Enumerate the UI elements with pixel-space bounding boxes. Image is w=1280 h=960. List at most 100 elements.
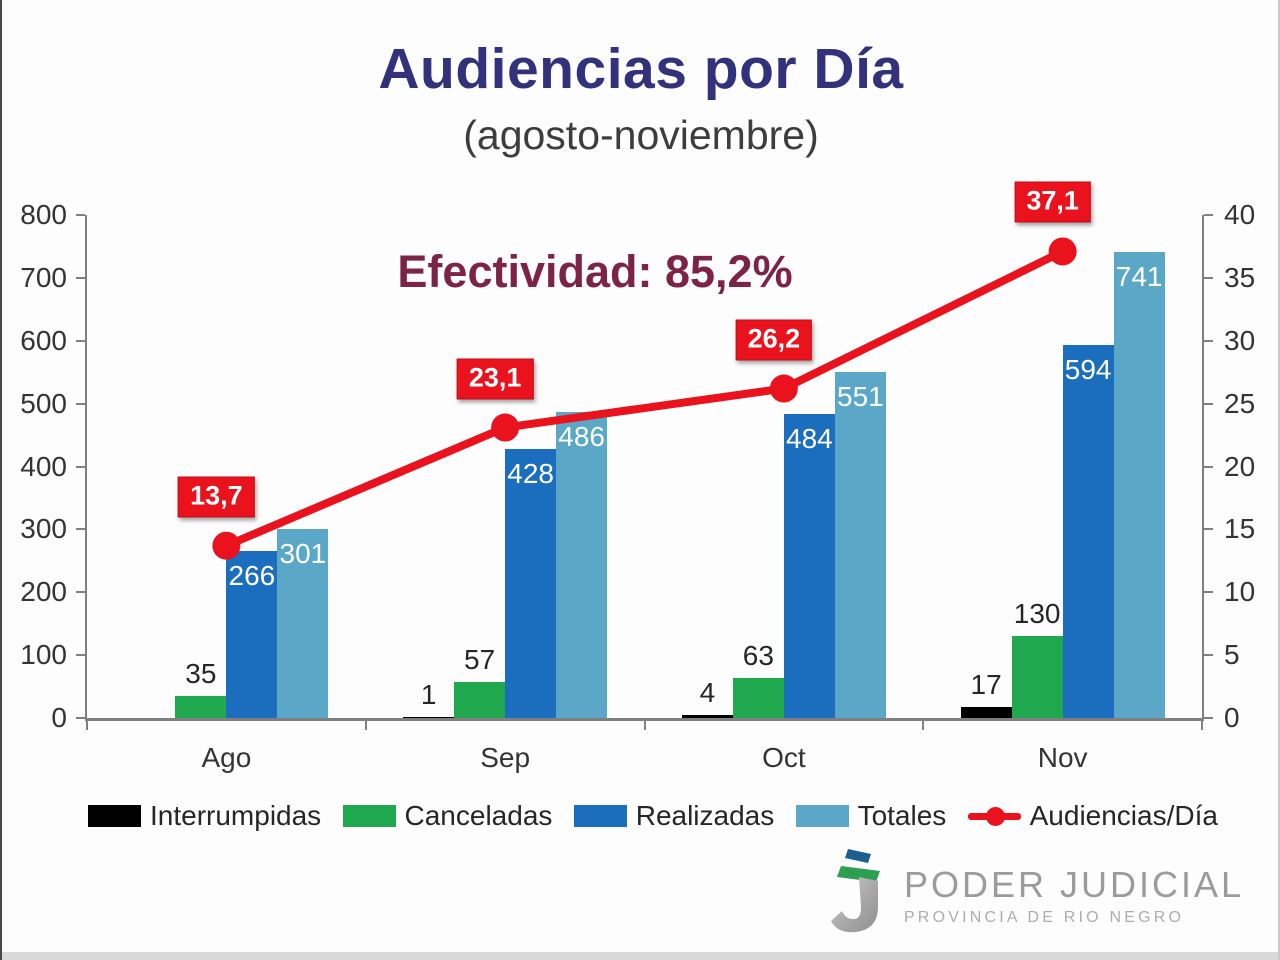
left-axis-tick-label: 600: [20, 324, 67, 356]
chart-subtitle: (agosto-noviembre): [463, 112, 819, 158]
bar-realizadas-ago: [226, 551, 278, 718]
bar-value-label: 486: [558, 421, 605, 452]
left-axis-tick-label: 700: [20, 261, 67, 293]
bottom-edge-strip: [2, 952, 1280, 960]
line-value-label: 26,2: [735, 319, 813, 361]
logo-title: PODER JUDICIAL: [903, 864, 1244, 905]
legend-label: Realizadas: [635, 800, 775, 831]
effectiveness-annotation: Efectividad: 85,2%: [397, 246, 793, 297]
x-axis-tick: [1201, 721, 1203, 730]
left-axis-tick: [76, 214, 85, 216]
legend-line-dot: [985, 807, 1005, 826]
bar-interrumpidas-sep: [403, 717, 455, 718]
line-path: [224, 247, 1065, 550]
left-axis-tick: [76, 402, 85, 405]
left-axis-line: [85, 215, 87, 718]
right-axis-tick: [1204, 717, 1213, 719]
bar-totales-nov: [1113, 252, 1165, 718]
bar-value-label: 301: [279, 538, 327, 569]
audiencias-dia-line-swatch: [967, 805, 1021, 827]
x-axis-category-label: Nov: [1037, 742, 1088, 773]
legend: Interrumpidas Canceladas Realizadas Tota…: [88, 800, 1218, 832]
bar-value-label: 594: [1064, 354, 1112, 385]
bar-value-label: 551: [837, 381, 884, 412]
left-axis-tick: [76, 465, 85, 468]
legend-item-realizadas: Realizadas: [573, 800, 775, 832]
logo-green-stripe: [836, 866, 880, 882]
bar-realizadas-oct: [783, 414, 835, 718]
left-axis-tick: [76, 654, 85, 657]
bar-value-label: 130: [1013, 598, 1061, 629]
legend-item-audiencias-dia: Audiencias/Día: [967, 800, 1218, 832]
left-axis-tick-label: 400: [20, 450, 67, 482]
bar-interrumpidas-nov: [960, 707, 1012, 718]
right-axis-tick-label: 15: [1224, 513, 1256, 545]
right-axis-tick: [1204, 654, 1213, 657]
bar-canceladas-ago: [175, 696, 227, 718]
line-marker: [212, 531, 241, 560]
right-axis-tick-label: 5: [1224, 639, 1240, 671]
bar-value-label: 266: [228, 560, 276, 591]
x-axis-line: [85, 718, 1204, 721]
right-axis-tick: [1204, 528, 1213, 531]
left-axis-tick: [76, 339, 85, 342]
line-marker: [491, 413, 520, 442]
logo-text: PODER JUDICIAL PROVINCIA DE RIO NEGRO: [904, 864, 1244, 927]
left-axis-tick: [76, 528, 85, 531]
left-axis-tick: [76, 276, 85, 279]
right-axis-tick-label: 35: [1224, 261, 1256, 293]
x-axis-category-label: Oct: [762, 742, 806, 773]
left-axis-tick-label: 300: [20, 513, 67, 545]
right-axis-tick: [1204, 402, 1213, 405]
poder-judicial-logo-mark: [830, 849, 880, 933]
x-axis-category-label: Ago: [201, 742, 252, 773]
line-marker: [769, 374, 798, 403]
bar-canceladas-nov: [1011, 636, 1063, 718]
legend-item-interrumpidas: Interrumpidas: [88, 800, 321, 832]
x-axis-tick: [643, 721, 646, 730]
right-axis-line: [1202, 215, 1204, 718]
line-value-label: 23,1: [456, 358, 534, 400]
chart-title: Audiencias por Día: [378, 37, 904, 101]
bar-value-label: 57: [464, 644, 496, 675]
bar-value-label: 484: [786, 423, 833, 454]
left-axis-tick-label: 800: [20, 199, 67, 230]
bar-value-label: 17: [970, 669, 1002, 700]
right-edge-strip: [1278, 0, 1280, 960]
legend-item-canceladas: Canceladas: [342, 800, 553, 832]
left-axis-tick: [76, 717, 85, 719]
bar-value-label: 741: [1115, 261, 1163, 292]
line-marker: [1048, 237, 1077, 266]
bar-totales-ago: [277, 529, 329, 718]
x-axis-category-label: Sep: [480, 742, 531, 773]
bar-value-label: 428: [507, 458, 554, 489]
logo-blue-flag: [844, 849, 871, 863]
canceladas-swatch: [342, 805, 396, 827]
legend-label: Interrumpidas: [150, 800, 322, 831]
right-axis-tick: [1204, 339, 1213, 342]
right-axis-tick-label: 30: [1224, 324, 1256, 356]
left-axis-tick-label: 100: [20, 639, 67, 671]
poder-judicial-logo: PODER JUDICIAL PROVINCIA DE RIO NEGRO: [828, 848, 1244, 934]
legend-label: Totales: [857, 800, 947, 831]
bar-value-label: 63: [742, 640, 774, 671]
bar-canceladas-oct: [732, 678, 784, 718]
bar-realizadas-sep: [505, 449, 557, 718]
audiencias-dia-line: [212, 237, 1077, 560]
bar-interrumpidas-oct: [681, 715, 733, 718]
legend-label: Audiencias/Día: [1029, 800, 1218, 831]
line-value-label: 37,1: [1014, 181, 1091, 223]
right-axis-tick: [1204, 591, 1213, 594]
left-axis-tick-label: 0: [51, 702, 67, 733]
legend-label: Canceladas: [404, 800, 553, 831]
legend-item-totales: Totales: [795, 800, 947, 832]
bar-canceladas-sep: [454, 682, 506, 718]
x-axis-tick: [364, 721, 367, 730]
x-axis-tick: [86, 721, 88, 730]
bar-totales-oct: [834, 372, 886, 718]
realizadas-swatch: [573, 805, 627, 827]
right-axis-tick-label: 25: [1224, 387, 1256, 419]
bar-realizadas-nov: [1062, 345, 1114, 718]
logo-j-shape: [830, 877, 878, 933]
